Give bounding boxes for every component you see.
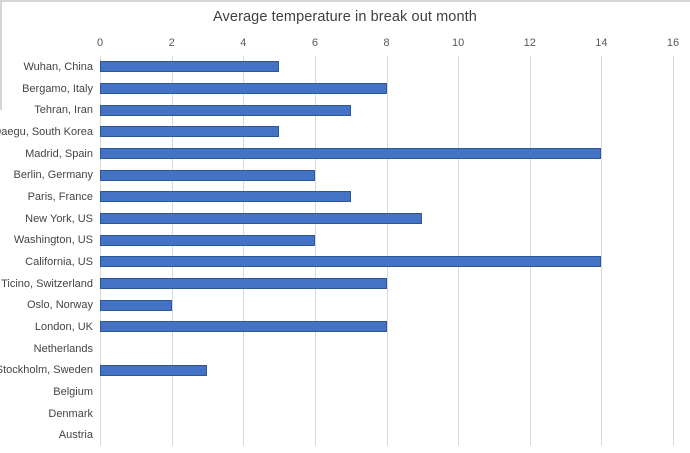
gridline <box>314 56 316 446</box>
x-tick-label: 8 <box>383 37 390 49</box>
category-label-row: Tehran, Iran <box>0 99 93 121</box>
bar-row <box>100 316 673 338</box>
category-label-row: Washington, US <box>0 229 93 251</box>
gridline <box>100 56 101 446</box>
category-label: Austria <box>58 429 93 442</box>
bar <box>100 278 387 290</box>
category-label-row: Denmark <box>0 403 93 425</box>
x-tick-label: 10 <box>452 37 465 49</box>
bar-row <box>100 56 673 78</box>
category-label-row: Berlin, Germany <box>0 164 93 186</box>
bar-row <box>100 164 673 186</box>
category-label-row: Belgium <box>0 381 93 403</box>
category-label-row: Madrid, Spain <box>0 143 93 165</box>
category-label: Tehran, Iran <box>34 104 93 117</box>
category-label-row: Oslo, Norway <box>0 294 93 316</box>
x-tick-label: 4 <box>240 37 247 49</box>
bar <box>100 126 280 138</box>
category-label: New York, US <box>25 212 93 225</box>
bar-row <box>100 229 673 251</box>
bar-row <box>100 273 673 295</box>
bar <box>100 191 351 203</box>
x-tick-label: 2 <box>168 37 175 49</box>
category-label: Belgium <box>53 385 93 398</box>
category-label: Madrid, Spain <box>25 147 93 160</box>
bar <box>100 364 208 376</box>
gridline <box>529 56 531 446</box>
bar <box>100 213 423 225</box>
category-label-row: London, UK <box>0 316 93 338</box>
bar-row <box>100 359 673 381</box>
x-tick-label: 16 <box>666 37 680 49</box>
bar <box>100 256 602 268</box>
category-label-row: Netherlands <box>0 338 93 360</box>
bar <box>100 299 172 311</box>
bar <box>100 321 387 333</box>
bar-row <box>100 99 673 121</box>
category-label: Wuhan, China <box>23 60 93 73</box>
bars-layer <box>100 56 673 446</box>
bar <box>100 234 315 246</box>
category-label: London, UK <box>34 320 93 333</box>
category-label: Denmark <box>48 407 93 420</box>
bar <box>100 61 280 73</box>
bar-row <box>100 186 673 208</box>
category-label-row: Ticino, Switzerland <box>0 273 93 295</box>
bar <box>100 169 315 181</box>
category-label: California, US <box>25 255 93 268</box>
category-label: Washington, US <box>13 234 93 247</box>
gridline <box>171 56 173 446</box>
x-tick-label: 14 <box>595 37 608 49</box>
window-edge-left-line <box>0 0 2 110</box>
category-label: Daegu, South Korea <box>0 125 93 138</box>
window-edge-top-line <box>0 0 690 2</box>
bar-row <box>100 143 673 165</box>
x-axis-ticks: 0 2 4 6 8 10 12 14 16 <box>96 37 679 52</box>
category-label: Paris, France <box>27 190 93 203</box>
category-label-row: New York, US <box>0 208 93 230</box>
bar-row <box>100 208 673 230</box>
category-label-row: Bergamo, Italy <box>0 78 93 100</box>
bar-row <box>100 251 673 273</box>
x-tick-label: 6 <box>311 37 318 49</box>
category-label-row: Wuhan, China <box>0 56 93 78</box>
gridline <box>243 56 245 446</box>
bar-row <box>100 424 673 446</box>
category-label: Oslo, Norway <box>26 299 93 312</box>
x-tick-label: 12 <box>523 37 536 49</box>
category-label-row: Daegu, South Korea <box>0 121 93 143</box>
bar-row <box>100 78 673 100</box>
bar-row <box>100 294 673 316</box>
category-label: Netherlands <box>33 342 93 355</box>
bar <box>100 104 351 116</box>
category-label: Bergamo, Italy <box>22 82 93 95</box>
category-label-row: Austria <box>0 424 93 446</box>
gridline <box>386 56 388 446</box>
bar-row <box>100 121 673 143</box>
plot-area <box>100 56 674 446</box>
bar-row <box>100 381 673 403</box>
bar-row <box>100 338 673 360</box>
category-label-row: California, US <box>0 251 93 273</box>
category-label: Ticino, Switzerland <box>1 277 93 290</box>
gridline <box>601 56 603 446</box>
category-label-row: Stockholm, Sweden <box>0 359 93 381</box>
chart-title: Average temperature in break out month <box>213 9 477 25</box>
gridline <box>673 56 674 446</box>
category-label: Stockholm, Sweden <box>0 364 93 377</box>
x-tick-label: 0 <box>96 37 104 49</box>
bar <box>100 148 602 160</box>
category-axis: Wuhan, China Bergamo, Italy Tehran, Iran Da… <box>0 56 93 446</box>
gridline <box>458 56 460 446</box>
bar-row <box>100 403 673 425</box>
category-label-row: Paris, France <box>0 186 93 208</box>
bar <box>100 83 387 94</box>
category-label: Berlin, Germany <box>13 169 93 182</box>
